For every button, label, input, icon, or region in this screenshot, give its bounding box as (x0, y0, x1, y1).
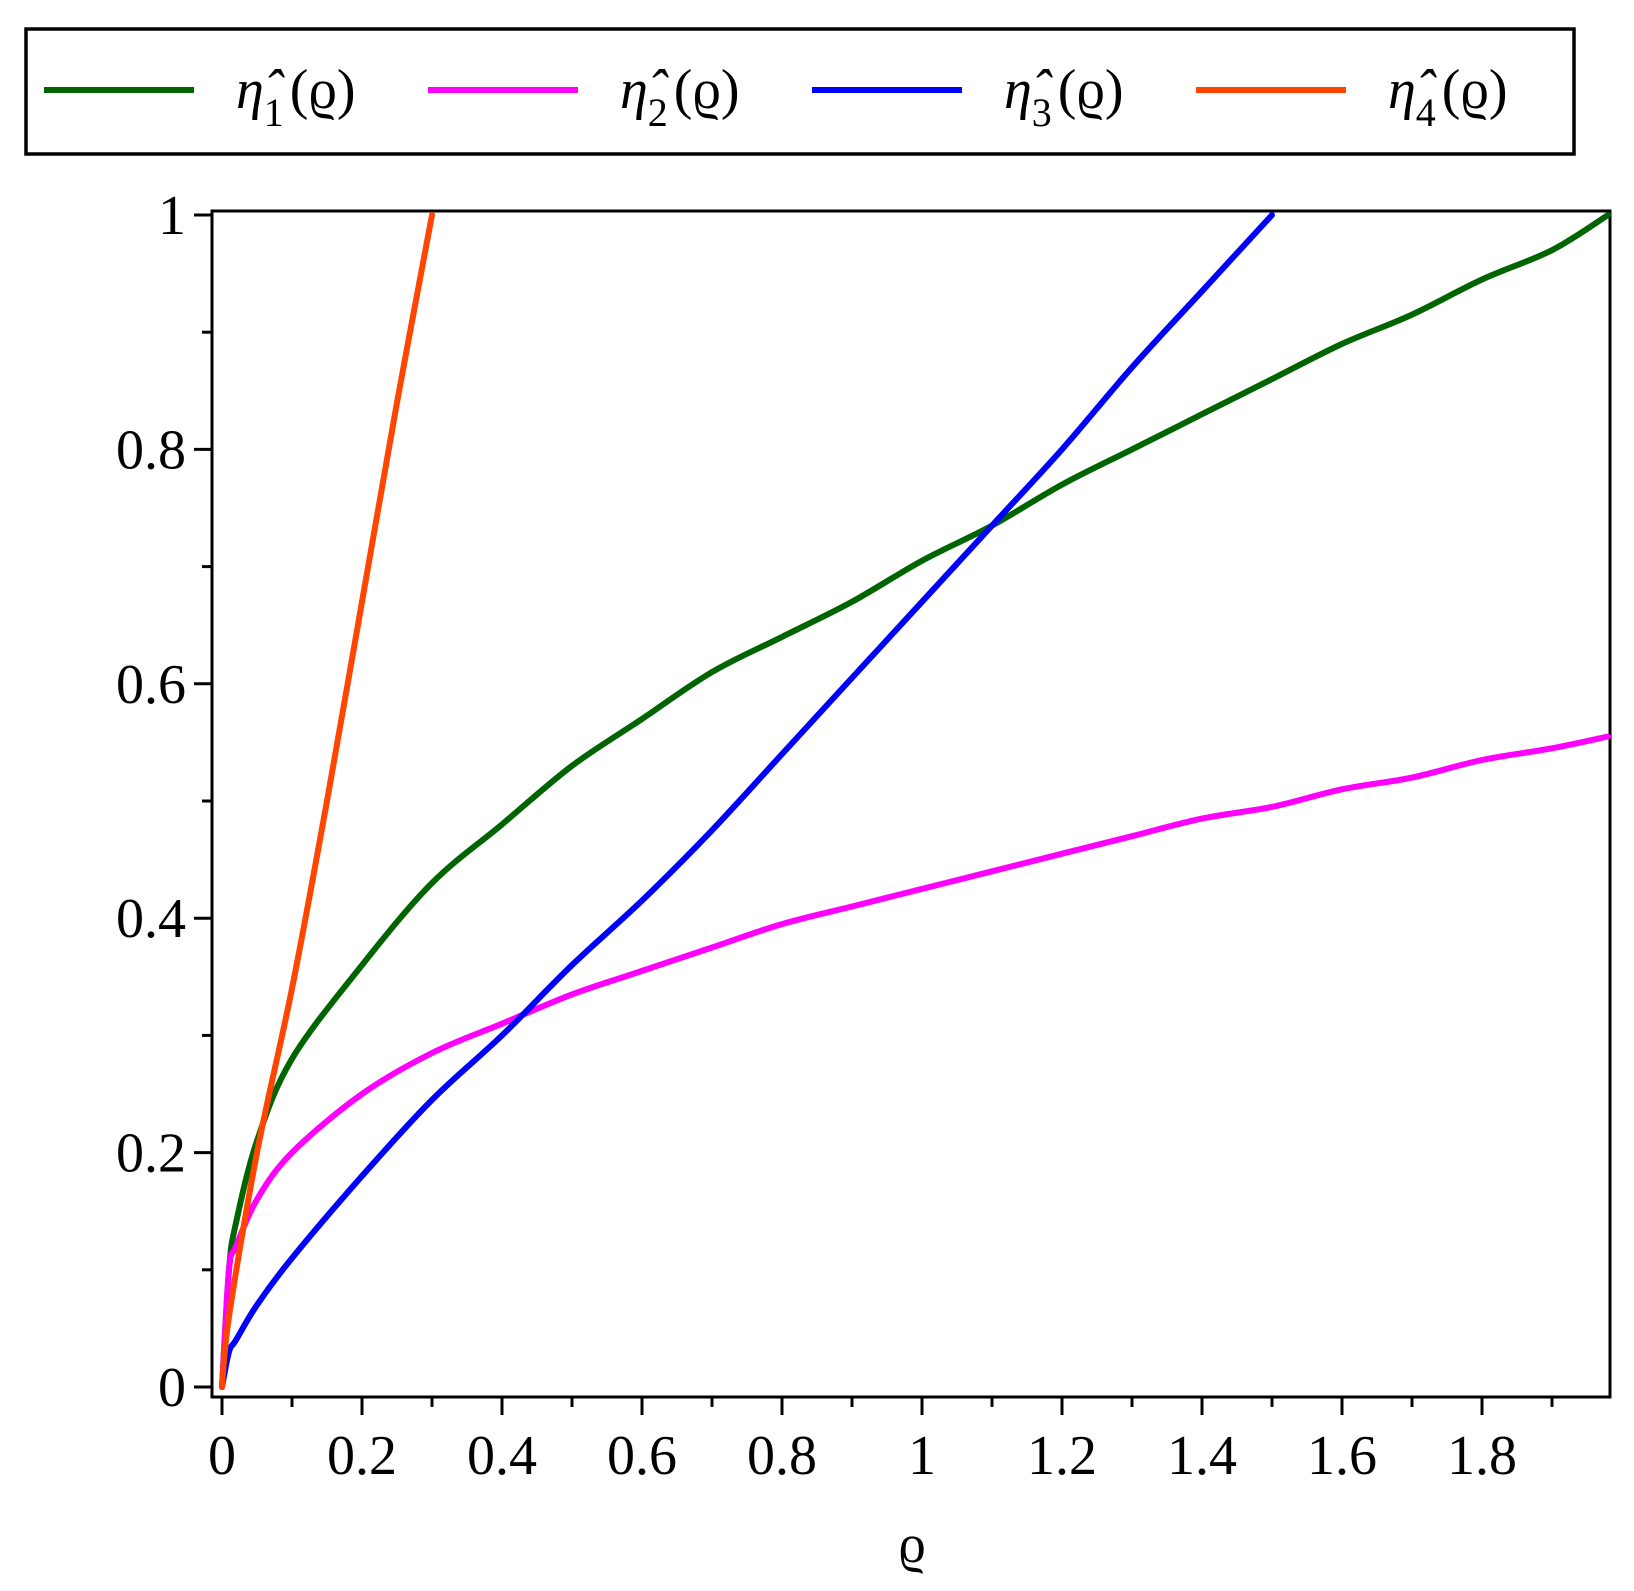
x-tick-label: 0.8 (747, 1425, 817, 1487)
x-tick-label: 0.6 (607, 1425, 677, 1487)
x-tick-label: 1.4 (1167, 1425, 1237, 1487)
y-tick-label: 0 (158, 1357, 186, 1419)
series-line-1 (219, 212, 1611, 1390)
series-line-4 (219, 212, 435, 1390)
x-axis: 0 0.2 0.4 0.6 0.8 1 1.2 1.4 1.6 1.8 (208, 1397, 1554, 1487)
series-line-3 (219, 212, 1275, 1390)
series-layer (219, 212, 1611, 1390)
x-tick-label: 0.2 (327, 1425, 397, 1487)
x-tick-label: 1.2 (1027, 1425, 1097, 1487)
y-tick-label: 0.8 (116, 419, 186, 481)
legend-item-2: η̂2 (ϱ) (428, 59, 740, 135)
x-tick-label: 0.4 (467, 1425, 537, 1487)
legend-label: η̂1 (ϱ) (236, 59, 356, 135)
x-tick-label: 0 (208, 1425, 236, 1487)
series-line-2 (219, 733, 1611, 1390)
x-tick-label: 1.8 (1447, 1425, 1517, 1487)
x-tick-label: 1.6 (1307, 1425, 1377, 1487)
legend-item-1: η̂1 (ϱ) (44, 59, 356, 135)
legend: η̂1 (ϱ) η̂2 (ϱ) η̂3 (ϱ) η̂4 (ϱ) (24, 27, 1576, 156)
plot-area (210, 209, 1612, 1399)
y-tick-label: 0.2 (116, 1123, 186, 1185)
x-axis-label: ϱ (898, 1514, 925, 1574)
y-tick-label: 1 (158, 185, 186, 247)
y-axis: 0 0.2 0.4 0.6 0.8 1 (116, 185, 212, 1419)
x-tick-label: 1 (908, 1425, 936, 1487)
y-tick-label: 0.6 (116, 654, 186, 716)
y-tick-label: 0.4 (116, 888, 186, 950)
